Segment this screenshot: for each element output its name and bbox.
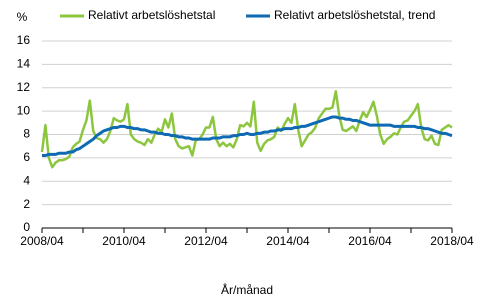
- y-tick-label: 0: [23, 220, 30, 234]
- y-unit: %: [17, 10, 28, 24]
- x-tick-label: 2008/04: [20, 234, 64, 248]
- y-tick-label: 2: [23, 197, 30, 211]
- y-tick-label: 12: [17, 80, 31, 94]
- x-tick-label: 2010/04: [102, 234, 146, 248]
- y-tick-label: 4: [23, 173, 30, 187]
- legend-label: Relativt arbetslöshetstal: [88, 8, 215, 22]
- y-tick-label: 10: [17, 103, 31, 117]
- y-tick-label: 8: [23, 127, 30, 141]
- y-tick-label: 6: [23, 150, 30, 164]
- legend-label: Relativt arbetslöshetstal, trend: [274, 8, 435, 22]
- x-tick-label: 2012/04: [184, 234, 228, 248]
- x-axis-label: År/månad: [221, 282, 273, 297]
- x-tick-label: 2014/04: [266, 234, 310, 248]
- x-tick-label: 2018/04: [430, 234, 474, 248]
- y-tick-label: 14: [17, 57, 31, 71]
- x-tick-label: 2016/04: [348, 234, 392, 248]
- y-tick-label: 16: [17, 33, 31, 47]
- series-line: [42, 115, 453, 158]
- series-line: [40, 90, 453, 169]
